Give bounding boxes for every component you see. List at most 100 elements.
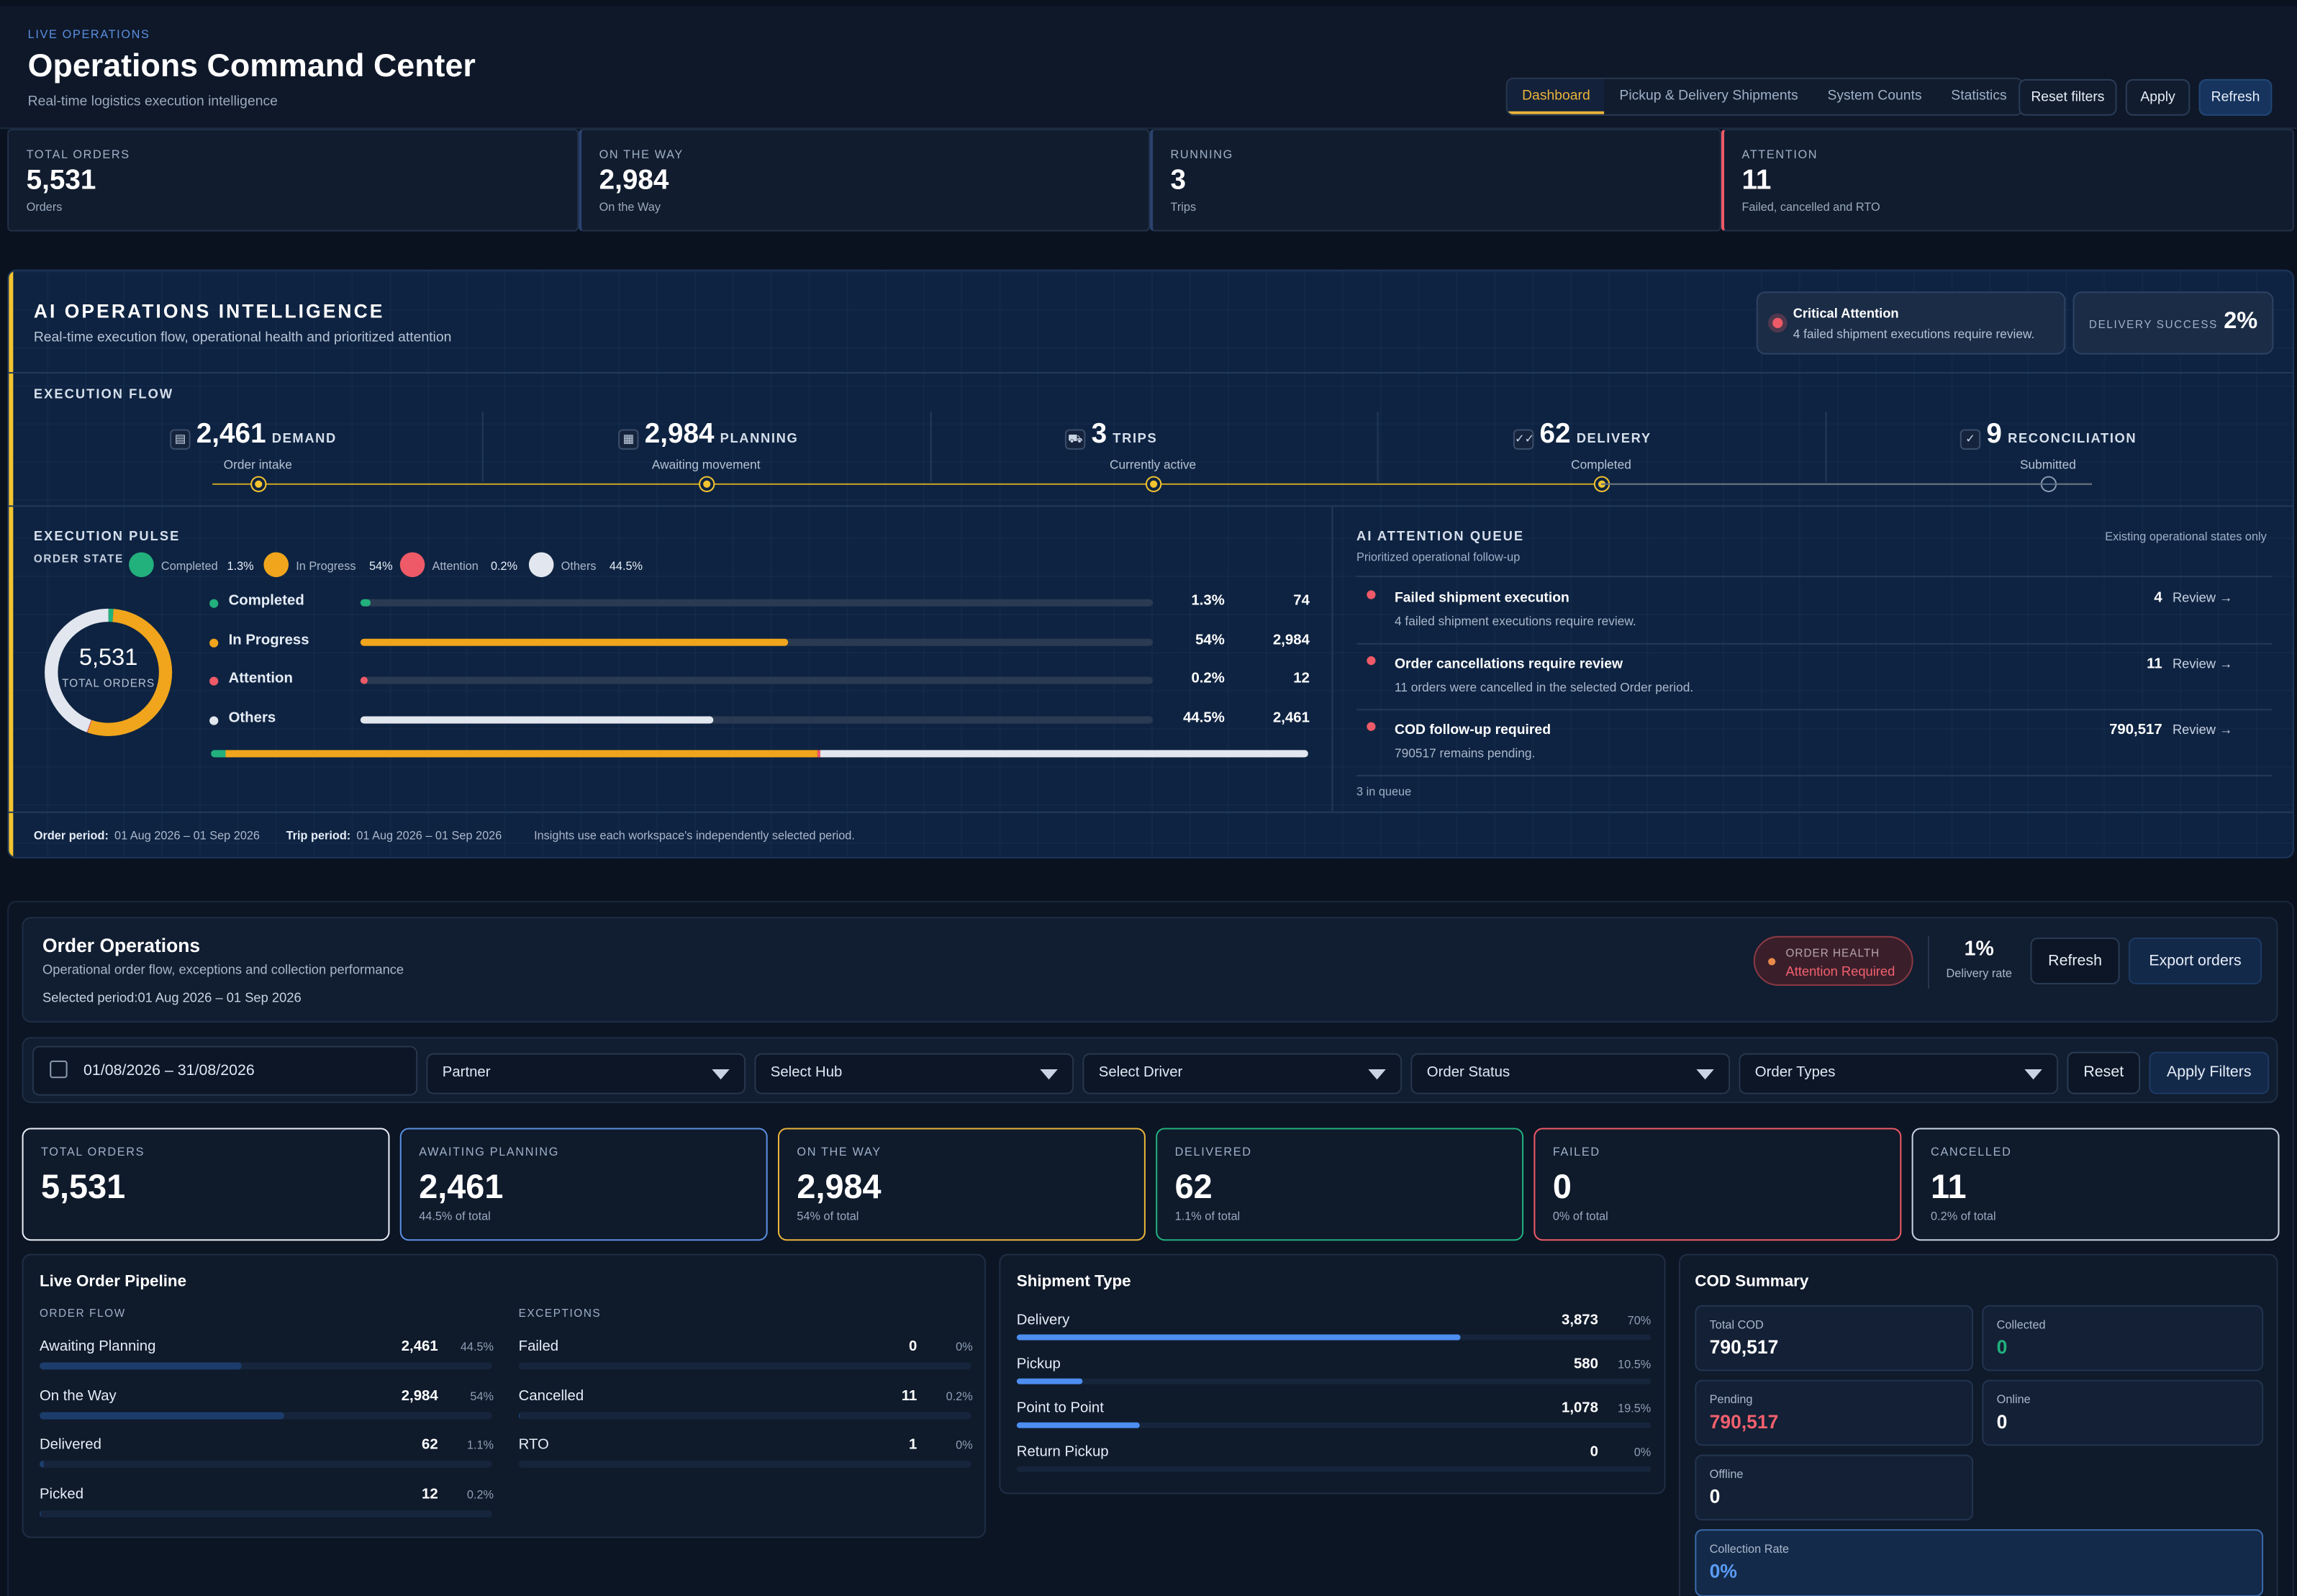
driver-select[interactable]: Select Driver xyxy=(1082,1053,1403,1094)
legend-name: Attention xyxy=(432,559,479,573)
flow-step: ▦ 2,984 PLANNING xyxy=(618,419,798,451)
queue-title: AI ATTENTION QUEUE xyxy=(1356,528,1525,544)
order-ops-subtitle: Operational order flow, exceptions and c… xyxy=(42,962,404,977)
pipeline-row-pct: 0.2% xyxy=(466,1487,494,1501)
pipeline-row-label: On the Way xyxy=(39,1387,117,1405)
tab-statistics[interactable]: Statistics xyxy=(1951,88,2007,104)
queue-item[interactable]: COD follow-up required 790517 remains pen… xyxy=(1356,710,2273,776)
partner-value: Partner xyxy=(442,1064,491,1082)
kpi-label: AWAITING PLANNING xyxy=(419,1145,560,1159)
pipeline-row-pct: 0% xyxy=(956,1438,973,1452)
pulse-row-count: 74 xyxy=(1293,593,1310,609)
review-link[interactable]: Review → xyxy=(2172,722,2233,737)
critical-sub: 4 failed shipment executions require rev… xyxy=(1793,326,2035,342)
cod-title: COD Summary xyxy=(1695,1273,1809,1291)
pulse-row-label: Completed xyxy=(228,593,304,609)
divider xyxy=(1927,935,1930,989)
shipment-row-label: Delivery xyxy=(1016,1312,1070,1329)
donut-label: TOTAL ORDERS xyxy=(62,676,155,690)
delivery-rate-label: Delivery rate xyxy=(1946,966,2012,980)
queue-item-sub: 4 failed shipment executions require rev… xyxy=(1394,613,1636,629)
alert-dot-icon xyxy=(1367,656,1376,666)
queue-count: 3 in queue xyxy=(1356,785,1412,799)
pulse-row-label: In Progress xyxy=(228,632,309,648)
pipeline-row-label: Awaiting Planning xyxy=(39,1338,156,1356)
tab-shipments[interactable]: Pickup & Delivery Shipments xyxy=(1619,88,1798,104)
queue-item[interactable]: Failed shipment execution 4 failed shipme… xyxy=(1356,579,2273,645)
pulse-row-pct: 54% xyxy=(1195,632,1225,648)
pipeline-row-value: 12 xyxy=(422,1486,438,1502)
export-orders-button[interactable]: Export orders xyxy=(2128,937,2262,984)
critical-attention-card[interactable]: Critical Attention 4 failed shipment exe… xyxy=(1756,291,2066,355)
flow-value: 2,984 xyxy=(644,419,715,450)
date-range-input[interactable]: 01/08/2026 – 31/08/2026 xyxy=(32,1046,418,1096)
hub-value: Select Hub xyxy=(770,1064,843,1082)
pipeline-row-track xyxy=(39,1509,492,1517)
shipment-row-pct: 10.5% xyxy=(1618,1358,1652,1371)
chevron-down-icon xyxy=(1040,1069,1058,1080)
pipeline-row-fill xyxy=(39,1460,45,1468)
queue-item-sub: 11 orders were cancelled in the selected… xyxy=(1394,679,1694,694)
tab-system-counts[interactable]: System Counts xyxy=(1827,88,1922,104)
pulse-row-fill xyxy=(360,638,789,645)
tab-dashboard[interactable]: Dashboard xyxy=(1507,78,1605,114)
partner-select[interactable]: Partner xyxy=(426,1053,746,1094)
kpi-running: RUNNING 3 Trips xyxy=(1150,129,1721,232)
shipment-row-value: 3,873 xyxy=(1561,1312,1598,1329)
kpi-value: 2,984 xyxy=(797,1167,882,1206)
success-label: DELIVERY SUCCESS xyxy=(2088,317,2218,332)
queue-item[interactable]: Order cancellations require review 11 ord… xyxy=(1356,645,2273,711)
reset-filters-button[interactable]: Reset filters xyxy=(2019,78,2117,116)
flow-dot xyxy=(699,477,713,491)
kpi-sub: Trips xyxy=(1170,200,1197,214)
legend-swatch xyxy=(528,552,554,578)
order-status-select[interactable]: Order Status xyxy=(1410,1053,1731,1094)
success-value: 2% xyxy=(2224,309,2258,335)
pipeline-title: Live Order Pipeline xyxy=(39,1273,187,1291)
refresh-button[interactable]: Refresh xyxy=(2198,78,2273,116)
pipeline-row-pct: 1.1% xyxy=(466,1438,494,1452)
nav-tabs: Dashboard Pickup & Delivery Shipments Sy… xyxy=(1505,77,2024,116)
kpi-sub: 54% of total xyxy=(797,1210,859,1223)
kpi-label: DELIVERED xyxy=(1174,1145,1252,1159)
review-link[interactable]: Review → xyxy=(2172,590,2233,605)
shipment-row-pct: 70% xyxy=(1627,1314,1652,1328)
pipeline-row-pct: 0.2% xyxy=(946,1389,973,1403)
period-value: 01 Aug 2026 – 01 Sep 2026 xyxy=(137,990,302,1005)
donut-value: 5,531 xyxy=(78,645,138,671)
order-kpi-card: FAILED 0 0% of total xyxy=(1533,1128,1902,1241)
divider xyxy=(9,811,2293,813)
flow-value: 3 xyxy=(1091,419,1107,450)
legend-name: In Progress xyxy=(296,559,356,573)
chevron-down-icon xyxy=(712,1069,730,1080)
order-period: 01 Aug 2026 – 01 Sep 2026 xyxy=(114,829,260,843)
flow-value: 9 xyxy=(1986,419,2002,450)
apply-filters-button[interactable]: Apply Filters xyxy=(2149,1051,2270,1094)
kpi-value: 11 xyxy=(1741,166,1772,196)
hub-select[interactable]: Select Hub xyxy=(754,1053,1074,1094)
apply-button[interactable]: Apply xyxy=(2125,78,2190,116)
chevron-down-icon xyxy=(1696,1069,1714,1080)
selected-period: Selected period:01 Aug 2026 – 01 Sep 202… xyxy=(42,990,302,1005)
pipeline-row-pct: 0% xyxy=(956,1340,973,1354)
kpi-sub: On the Way xyxy=(599,200,661,214)
donut-slice-completed xyxy=(45,608,173,736)
pipeline-row-track xyxy=(39,1362,492,1370)
pipeline-row-track xyxy=(518,1411,971,1419)
health-label: ORDER HEALTH xyxy=(1785,946,1880,960)
cod-collected-label: Collected xyxy=(1996,1318,2046,1332)
pipeline-row-track xyxy=(39,1460,492,1468)
ai-title: AI OPERATIONS INTELLIGENCE xyxy=(33,300,385,322)
order-types-select[interactable]: Order Types xyxy=(1739,1053,2059,1094)
pipeline-row-value: 0 xyxy=(909,1338,918,1356)
kpi-sub: 44.5% of total xyxy=(419,1210,491,1223)
review-link[interactable]: Review → xyxy=(2172,656,2233,671)
order-kpi-card: CANCELLED 11 0.2% of total xyxy=(1911,1128,2280,1241)
shipment-row-fill xyxy=(1016,1378,1084,1384)
filters-reset-button[interactable]: Reset xyxy=(2067,1051,2141,1094)
pulse-row-fill xyxy=(360,715,713,723)
divider xyxy=(1824,412,1826,482)
pulse-stacked-bar xyxy=(211,750,1308,758)
orders-refresh-button[interactable]: Refresh xyxy=(2030,937,2120,984)
pulse-row-count: 12 xyxy=(1293,671,1310,687)
